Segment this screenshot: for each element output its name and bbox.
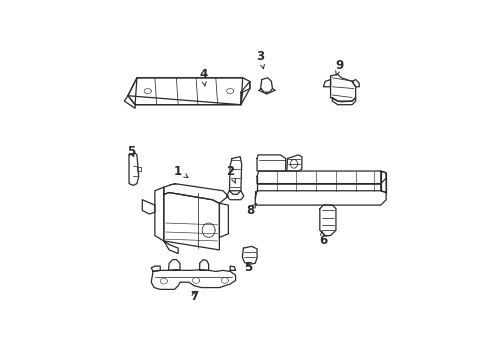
Text: 9: 9 [335,59,343,75]
Text: 2: 2 [225,165,235,183]
Text: 1: 1 [174,165,188,177]
Text: 6: 6 [319,231,327,247]
Text: 5: 5 [244,261,252,274]
Text: 5: 5 [127,145,135,158]
Text: 8: 8 [245,203,256,217]
Text: 7: 7 [190,290,198,303]
Text: 3: 3 [256,50,264,69]
Text: 4: 4 [199,68,207,86]
